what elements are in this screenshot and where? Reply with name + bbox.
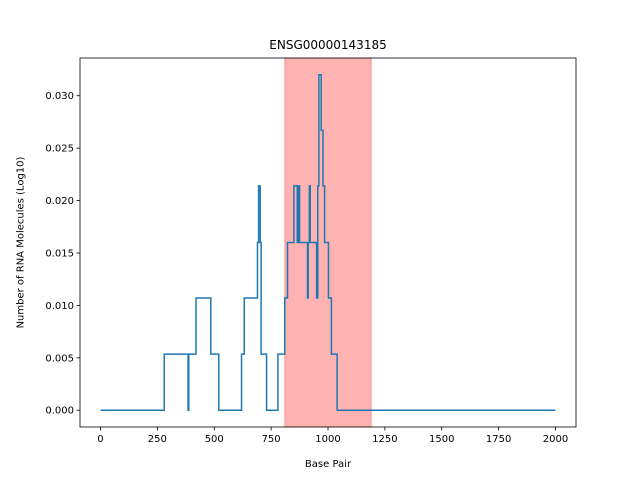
x-tick-label: 1000 (315, 434, 340, 445)
x-tick-label: 0 (97, 434, 103, 445)
x-tick-label: 250 (148, 434, 167, 445)
x-tick-label: 1500 (429, 434, 454, 445)
chart-title: ENSG00000143185 (269, 38, 386, 52)
series-line-0 (100, 74, 556, 411)
y-tick-label: 0.020 (45, 196, 74, 207)
plot-area: 0 250 500 750 1000 1250 1500 1750 2000 0.000 0.005… (45, 57, 577, 445)
x-tick-label: 750 (262, 434, 281, 445)
y-axis-label: Number of RNA Molecules (Log10) (16, 156, 27, 328)
x-tick-label: 1250 (372, 434, 397, 445)
x-tick-label: 500 (205, 434, 224, 445)
x-tick-label: 2000 (543, 434, 568, 445)
y-tick-label: 0.000 (45, 406, 74, 417)
y-tick-label: 0.005 (45, 353, 74, 364)
y-tick-label: 0.015 (45, 248, 74, 259)
y-tick-label: 0.025 (45, 144, 74, 155)
y-tick-label: 0.010 (45, 301, 74, 312)
x-tick-label: 1750 (486, 434, 511, 445)
y-tick-label: 0.030 (45, 91, 74, 102)
x-axis-label: Base Pair (305, 459, 352, 470)
